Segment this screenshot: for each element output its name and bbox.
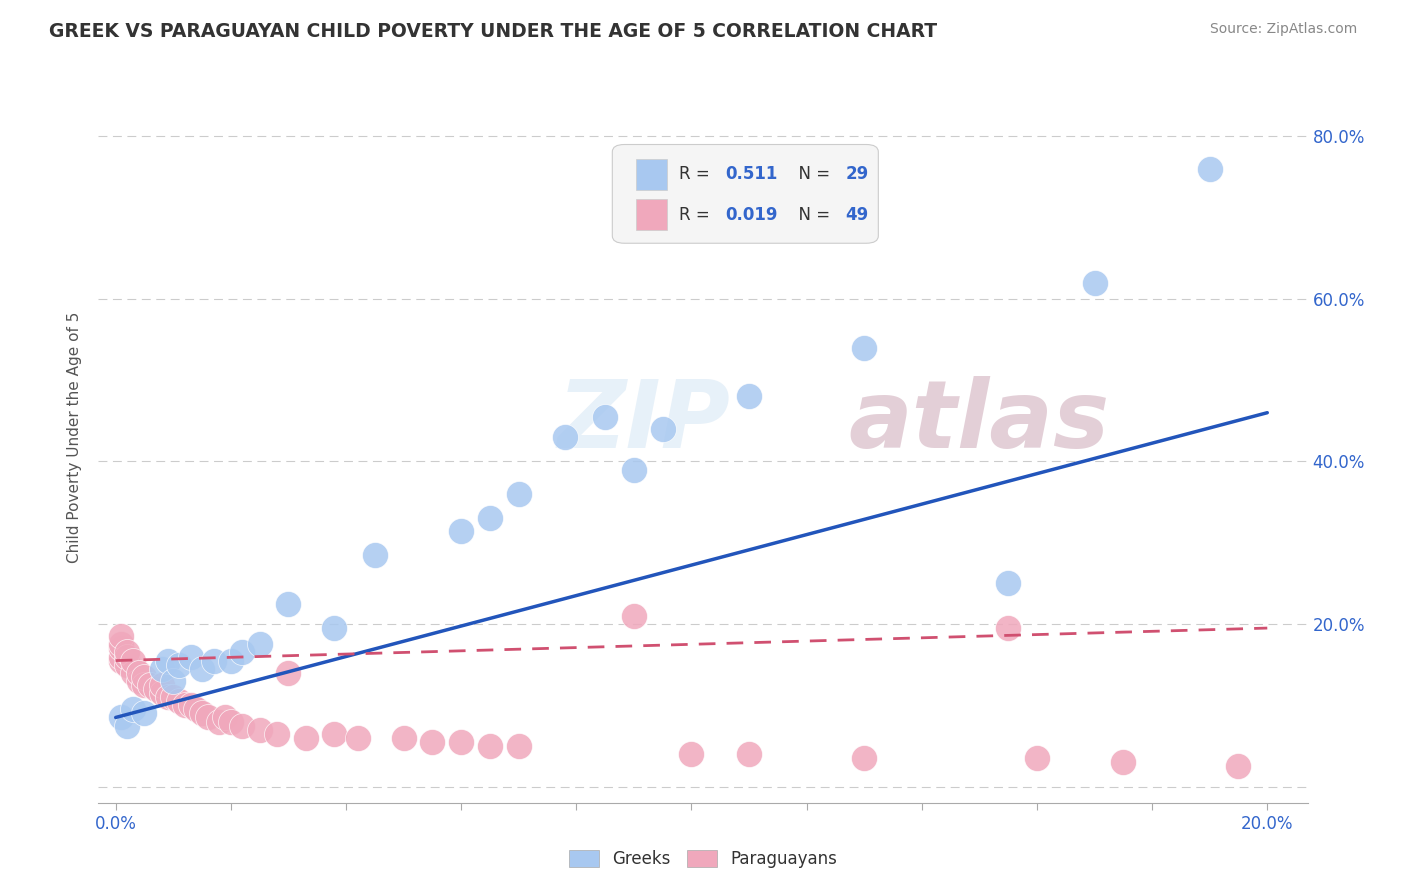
Point (134, 678, 156, 692)
Point (478, 739, 501, 753)
Point (150, 662, 173, 676)
Point (202, 654, 225, 668)
Point (122, 654, 145, 668)
Point (266, 727, 288, 741)
Text: N =: N = (787, 206, 835, 224)
Text: 0.019: 0.019 (724, 206, 778, 224)
Point (249, 723, 271, 737)
Point (180, 649, 202, 664)
Point (623, 462, 645, 476)
FancyBboxPatch shape (637, 159, 666, 190)
Point (180, 698, 202, 713)
Point (478, 511, 501, 525)
Point (323, 621, 346, 635)
Text: ZIP: ZIP (558, 376, 731, 468)
Text: 0.511: 0.511 (724, 166, 778, 184)
Point (219, 654, 242, 668)
Point (145, 681, 167, 696)
Point (323, 727, 346, 741)
Point (110, 654, 132, 668)
Point (450, 524, 472, 538)
Point (115, 649, 138, 664)
Text: GREEK VS PARAGUAYAN CHILD POVERTY UNDER THE AGE OF 5 CORRELATION CHART: GREEK VS PARAGUAYAN CHILD POVERTY UNDER … (49, 22, 938, 41)
Point (139, 678, 162, 692)
Point (156, 690, 179, 705)
Point (122, 702, 145, 716)
Point (1227, 759, 1250, 773)
Text: 49: 49 (845, 206, 869, 224)
Legend: Greeks, Paraguayans: Greeks, Paraguayans (562, 844, 844, 875)
Text: N =: N = (787, 166, 835, 184)
Point (186, 702, 208, 716)
Point (191, 662, 214, 676)
Point (191, 706, 214, 721)
Text: R =: R = (679, 206, 714, 224)
Point (997, 576, 1019, 591)
Point (1112, 755, 1135, 769)
Point (277, 597, 299, 611)
Point (167, 694, 190, 708)
Point (208, 714, 231, 729)
Point (651, 422, 673, 436)
Text: atlas: atlas (848, 376, 1109, 468)
Point (115, 645, 138, 659)
Point (294, 731, 316, 745)
Point (110, 649, 132, 664)
Point (392, 731, 415, 745)
Point (231, 718, 253, 732)
Point (110, 641, 132, 656)
Point (214, 710, 236, 724)
Y-axis label: Child Poverty Under the Age of 5: Child Poverty Under the Age of 5 (67, 311, 83, 563)
Point (1026, 751, 1049, 765)
Point (110, 710, 132, 724)
Point (277, 665, 299, 680)
Point (508, 739, 530, 753)
Point (422, 735, 444, 749)
Point (162, 690, 184, 705)
Point (1198, 161, 1220, 176)
Point (450, 735, 472, 749)
FancyBboxPatch shape (613, 145, 879, 244)
FancyBboxPatch shape (637, 199, 666, 230)
Point (231, 645, 253, 659)
Point (150, 678, 173, 692)
Point (249, 637, 271, 651)
Point (623, 608, 645, 623)
Point (554, 430, 576, 444)
Point (853, 341, 876, 355)
Point (853, 751, 876, 765)
Text: 29: 29 (845, 166, 869, 184)
Text: R =: R = (679, 166, 714, 184)
Point (364, 548, 387, 562)
Point (162, 673, 184, 688)
Point (134, 670, 156, 684)
Point (681, 747, 703, 761)
Point (150, 686, 173, 700)
Point (197, 710, 219, 724)
Point (110, 637, 132, 651)
Point (1083, 276, 1105, 290)
Point (115, 718, 138, 732)
Point (156, 654, 179, 668)
Point (173, 698, 195, 713)
Point (110, 629, 132, 643)
Point (115, 657, 138, 672)
Point (122, 665, 145, 680)
Point (738, 389, 761, 403)
Text: Source: ZipAtlas.com: Source: ZipAtlas.com (1209, 22, 1357, 37)
Point (167, 657, 190, 672)
Point (128, 673, 150, 688)
Point (219, 714, 242, 729)
Point (128, 665, 150, 680)
Point (508, 487, 530, 501)
Point (997, 621, 1019, 635)
Point (738, 747, 761, 761)
Point (346, 731, 368, 745)
Point (593, 409, 616, 424)
Point (134, 706, 156, 721)
